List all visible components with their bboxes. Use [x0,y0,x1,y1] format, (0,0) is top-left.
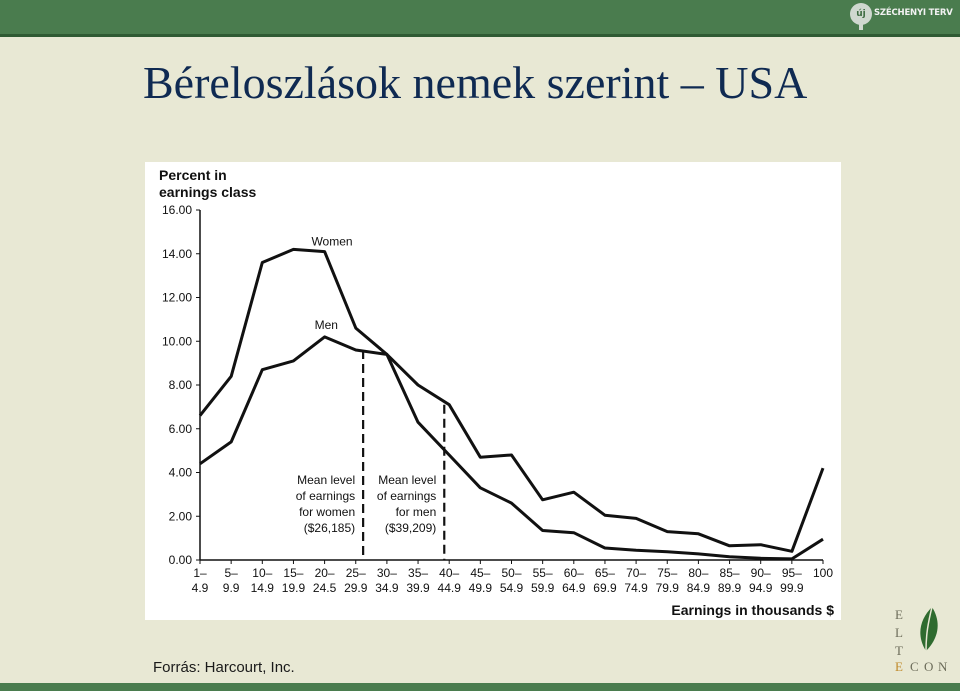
x-tick-label: 60– [564,566,584,580]
x-tick-label: 89.9 [718,581,742,595]
slide-title: Béreloszlások nemek szerint – USA [143,57,808,108]
szechenyi-badge-stem [859,24,863,30]
x-tick-label: 79.9 [656,581,680,595]
x-tick-label: 100 [813,566,833,580]
x-tick-label: 95– [782,566,802,580]
mean-label-men: for men [396,505,437,519]
mean-label-men: ($39,209) [385,521,436,535]
x-tick-label: 15– [283,566,303,580]
x-tick-label: 44.9 [438,581,462,595]
x-tick-label: 9.9 [223,581,240,595]
bottom-banner [0,683,960,691]
x-tick-label: 55– [533,566,553,580]
x-tick-label: 10– [252,566,272,580]
mean-label-men: of earnings [377,489,436,503]
series-label-men: Men [315,318,338,332]
elte-econ-logo: E L T E C O N [892,605,952,677]
source-note: Forrás: Harcourt, Inc. [153,659,295,676]
x-tick-label: 65– [595,566,615,580]
x-tick-label: 70– [626,566,646,580]
x-axis-title: Earnings in thousands $ [671,602,834,618]
x-tick-label: 24.5 [313,581,337,595]
x-tick-label: 50– [501,566,521,580]
x-tick-label: 59.9 [531,581,555,595]
elte-letter-l: L [895,625,906,640]
mean-label-women: ($26,185) [304,521,355,535]
x-tick-label: 4.9 [192,581,209,595]
x-tick-label: 45– [470,566,490,580]
series-label-women: Women [311,234,352,248]
y-tick-label: 6.00 [169,422,193,436]
y-axis-title: earnings class [159,184,256,200]
mean-label-women: Mean level [297,473,355,487]
x-tick-label: 20– [315,566,335,580]
x-tick-label: 39.9 [406,581,430,595]
x-tick-label: 29.9 [344,581,368,595]
series-line-women [198,247,824,561]
y-tick-label: 0.00 [169,553,193,567]
y-tick-label: 8.00 [169,378,193,392]
x-tick-label: 54.9 [500,581,524,595]
chart-panel: Percent in earnings class 0.00 2.00 4.00 6.00… [145,162,841,620]
y-tick-label: 2.00 [169,509,193,523]
szechenyi-logo-text: SZÉCHENYI TERV [874,8,953,18]
top-banner-divider [0,34,960,37]
y-axis-title: Percent in [159,167,227,183]
mean-label-women: for women [299,505,355,519]
x-tick-label: 74.9 [624,581,648,595]
x-tick-label: 69.9 [593,581,617,595]
x-tick-label: 34.9 [375,581,399,595]
mean-label-women: of earnings [296,489,355,503]
x-tick-label: 94.9 [749,581,773,595]
elte-letter-n: N [938,659,951,674]
mean-label-men: Mean level [378,473,436,487]
leaf-icon [920,606,938,652]
x-tick-label: 90– [751,566,771,580]
y-tick-label: 12.00 [162,291,192,305]
x-tick-label: 30– [377,566,397,580]
top-banner [0,0,960,36]
y-tick-label: 10.00 [162,334,192,348]
x-tick-label: 75– [657,566,677,580]
elte-letter-e: E [895,607,906,622]
x-tick-label: 99.9 [780,581,804,595]
x-tick-label: 5– [224,566,238,580]
x-tick-label: 49.9 [469,581,493,595]
x-tick-label: 80– [688,566,708,580]
szechenyi-badge-icon: új [850,3,872,25]
x-tick-label: 14.9 [251,581,275,595]
x-tick-label: 85– [720,566,740,580]
series-line-men [199,335,825,553]
x-tick-label: 19.9 [282,581,306,595]
elte-letter-c: C [910,659,922,674]
szechenyi-logo: új SZÉCHENYI TERV [846,2,956,32]
x-tick-label: 64.9 [562,581,586,595]
x-tick-label: 1– [193,566,207,580]
y-tick-label: 16.00 [162,203,192,217]
y-tick-label: 4.00 [169,466,193,480]
x-tick-label: 40– [439,566,459,580]
x-tick-label: 25– [346,566,366,580]
y-tick-label: 14.00 [162,247,192,261]
x-tick-label: 84.9 [687,581,711,595]
elte-letter-e2: E [895,659,906,674]
elte-letter-t: T [895,643,906,658]
elte-letter-o: O [924,659,937,674]
x-tick-label: 35– [408,566,428,580]
